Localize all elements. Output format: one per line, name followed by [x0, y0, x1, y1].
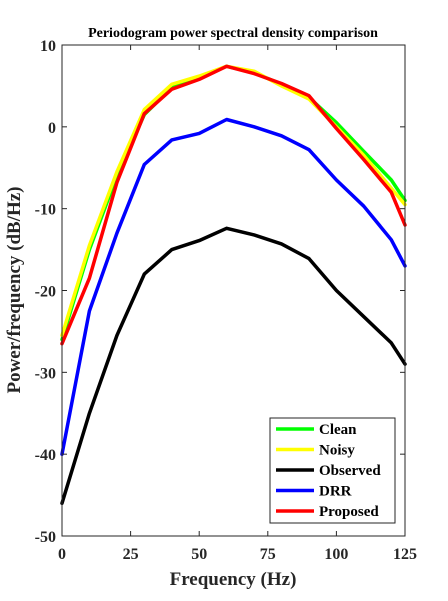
y-tick-label: 0	[48, 120, 56, 137]
x-axis-label: Frequency (Hz)	[170, 569, 297, 590]
x-tick-label: 25	[123, 546, 139, 563]
x-tick-label: 50	[191, 546, 207, 563]
y-tick-label: -30	[35, 365, 56, 382]
x-tick-label: 125	[393, 546, 417, 563]
legend-label-observed: Observed	[319, 463, 381, 479]
x-tick-label: 100	[324, 546, 348, 563]
legend-label-clean: Clean	[319, 422, 357, 438]
series-layer	[60, 64, 407, 506]
x-tick-label: 75	[260, 546, 276, 563]
y-tick-label: -40	[35, 447, 56, 464]
x-tick-label: 0	[58, 546, 66, 563]
legend-label-proposed: Proposed	[319, 504, 379, 520]
legend-items: Clean Noisy Observed DRR Proposed	[276, 422, 381, 520]
y-tick-label: -10	[35, 202, 56, 219]
y-tick-label: -20	[35, 284, 56, 301]
legend-label-drr: DRR	[319, 484, 352, 500]
legend: Clean Noisy Observed DRR Proposed	[269, 417, 396, 524]
y-tick-label: 10	[40, 38, 56, 55]
ticks-layer: 0 25 50 75 100 125 -50 -40 -30 -20 -10 0 10	[35, 38, 417, 563]
series-line-observed	[60, 226, 407, 506]
legend-label-noisy: Noisy	[319, 443, 355, 459]
series-line-drr	[60, 117, 407, 456]
chart-title: Periodogram power spectral density compa…	[88, 26, 378, 41]
series-line-proposed	[60, 64, 407, 346]
y-axis-label: Power/frequency (dB/Hz)	[4, 186, 25, 393]
y-tick-label: -50	[35, 529, 56, 546]
